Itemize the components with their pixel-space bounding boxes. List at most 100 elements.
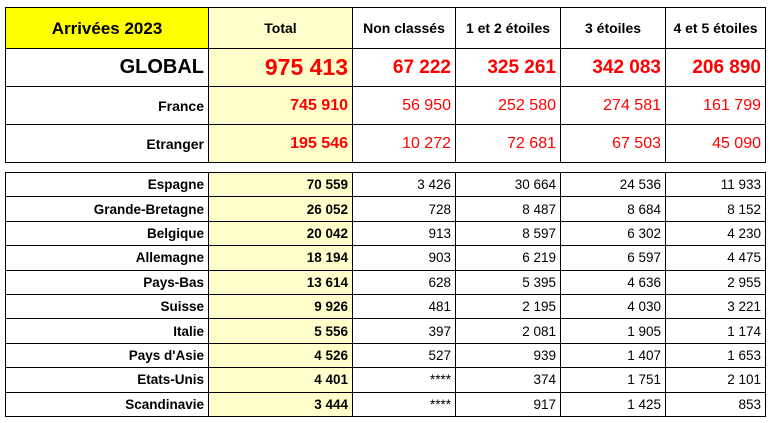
value-cell: 10 272 — [352, 124, 456, 163]
row-label: GLOBAL — [5, 48, 209, 87]
column-header-1-2-etoiles: 1 et 2 étoiles — [455, 7, 561, 49]
value-cell: **** — [352, 367, 456, 393]
row-label: France — [5, 86, 209, 125]
value-cell: 30 664 — [455, 171, 561, 198]
row-label: Etranger — [5, 124, 209, 163]
value-cell: 67 503 — [560, 124, 666, 163]
value-cell: 67 222 — [352, 48, 456, 87]
total-cell: 13 614 — [208, 269, 353, 295]
value-cell: 6 219 — [455, 245, 561, 271]
value-cell: 2 081 — [455, 318, 561, 344]
table-row: Belgique 20 042 913 8 597 6 302 4 230 — [5, 220, 766, 247]
row-label: Pays d'Asie — [5, 342, 209, 369]
total-cell: 5 556 — [208, 318, 353, 344]
row-label: Scandinavie — [5, 391, 209, 417]
table-row: Suisse 9 926 481 2 195 4 030 3 221 — [5, 293, 766, 320]
value-cell: 325 261 — [455, 48, 561, 87]
table-row: Etats-Unis 4 401 **** 374 1 751 2 101 — [5, 367, 766, 393]
value-cell: 374 — [455, 367, 561, 393]
value-cell: 903 — [352, 245, 456, 271]
row-label: Espagne — [5, 171, 209, 198]
value-cell: 1 653 — [665, 342, 766, 369]
value-cell: 4 230 — [665, 220, 766, 247]
value-cell: 913 — [352, 220, 456, 247]
value-cell: 527 — [352, 342, 456, 369]
column-header-4-5-etoiles: 4 et 5 étoiles — [665, 7, 766, 49]
row-label: Belgique — [5, 220, 209, 247]
summary-table: Arrivées 2023 Total Non classés 1 et 2 é… — [5, 7, 766, 163]
value-cell: 24 536 — [560, 171, 666, 198]
column-header-non-classes: Non classés — [352, 7, 456, 49]
header-row: Arrivées 2023 Total Non classés 1 et 2 é… — [5, 7, 766, 49]
value-cell: 628 — [352, 269, 456, 295]
countries-table: Espagne 70 559 3 426 30 664 24 536 11 933 Gran… — [5, 171, 766, 417]
row-label: Allemagne — [5, 245, 209, 271]
value-cell: 939 — [455, 342, 561, 369]
column-header-total: Total — [208, 7, 353, 49]
value-cell: 8 152 — [665, 196, 766, 222]
table-row: Grande-Bretagne 26 052 728 8 487 8 684 8 152 — [5, 196, 766, 222]
value-cell: 2 195 — [455, 293, 561, 320]
total-cell: 4 526 — [208, 342, 353, 369]
value-cell: 4 030 — [560, 293, 666, 320]
row-label: Pays-Bas — [5, 269, 209, 295]
value-cell: 1 905 — [560, 318, 666, 344]
row-label: Grande-Bretagne — [5, 196, 209, 222]
value-cell: 8 487 — [455, 196, 561, 222]
value-cell: 1 407 — [560, 342, 666, 369]
value-cell: 8 597 — [455, 220, 561, 247]
value-cell: 8 684 — [560, 196, 666, 222]
value-cell: 11 933 — [665, 171, 766, 198]
value-cell: 6 302 — [560, 220, 666, 247]
value-cell: 4 475 — [665, 245, 766, 271]
value-cell: 161 799 — [665, 86, 766, 125]
total-cell: 195 546 — [208, 124, 353, 163]
value-cell: 2 101 — [665, 367, 766, 393]
column-header-3-etoiles: 3 étoiles — [560, 7, 666, 49]
value-cell: 1 751 — [560, 367, 666, 393]
value-cell: 481 — [352, 293, 456, 320]
value-cell: 56 950 — [352, 86, 456, 125]
total-cell: 975 413 — [208, 48, 353, 87]
table-row: Italie 5 556 397 2 081 1 905 1 174 — [5, 318, 766, 344]
total-cell: 18 194 — [208, 245, 353, 271]
value-cell: 397 — [352, 318, 456, 344]
value-cell: 728 — [352, 196, 456, 222]
value-cell: 4 636 — [560, 269, 666, 295]
table-row: Pays-Bas 13 614 628 5 395 4 636 2 955 — [5, 269, 766, 295]
value-cell: 6 597 — [560, 245, 666, 271]
table-title: Arrivées 2023 — [5, 7, 209, 49]
table-row: Pays d'Asie 4 526 527 939 1 407 1 653 — [5, 342, 766, 369]
total-cell: 20 042 — [208, 220, 353, 247]
value-cell: 342 083 — [560, 48, 666, 87]
total-cell: 745 910 — [208, 86, 353, 125]
value-cell: 1 425 — [560, 391, 666, 417]
total-cell: 9 926 — [208, 293, 353, 320]
total-cell: 70 559 — [208, 171, 353, 198]
table-row: Etranger 195 546 10 272 72 681 67 503 45 090 — [5, 124, 766, 163]
table-row: France 745 910 56 950 252 580 274 581 161 799 — [5, 86, 766, 125]
table-row: Allemagne 18 194 903 6 219 6 597 4 475 — [5, 245, 766, 271]
value-cell: 45 090 — [665, 124, 766, 163]
row-label: Etats-Unis — [5, 367, 209, 393]
table-row: GLOBAL 975 413 67 222 325 261 342 083 206 890 — [5, 48, 766, 87]
row-label: Suisse — [5, 293, 209, 320]
value-cell: 274 581 — [560, 86, 666, 125]
value-cell: 2 955 — [665, 269, 766, 295]
value-cell: 917 — [455, 391, 561, 417]
value-cell: 1 174 — [665, 318, 766, 344]
total-cell: 4 401 — [208, 367, 353, 393]
value-cell: 72 681 — [455, 124, 561, 163]
value-cell: 252 580 — [455, 86, 561, 125]
table-row: Espagne 70 559 3 426 30 664 24 536 11 933 — [5, 171, 766, 198]
table-row: Scandinavie 3 444 **** 917 1 425 853 — [5, 391, 766, 417]
value-cell: 853 — [665, 391, 766, 417]
total-cell: 3 444 — [208, 391, 353, 417]
value-cell: 3 426 — [352, 171, 456, 198]
value-cell: **** — [352, 391, 456, 417]
value-cell: 5 395 — [455, 269, 561, 295]
value-cell: 206 890 — [665, 48, 766, 87]
total-cell: 26 052 — [208, 196, 353, 222]
value-cell: 3 221 — [665, 293, 766, 320]
row-label: Italie — [5, 318, 209, 344]
